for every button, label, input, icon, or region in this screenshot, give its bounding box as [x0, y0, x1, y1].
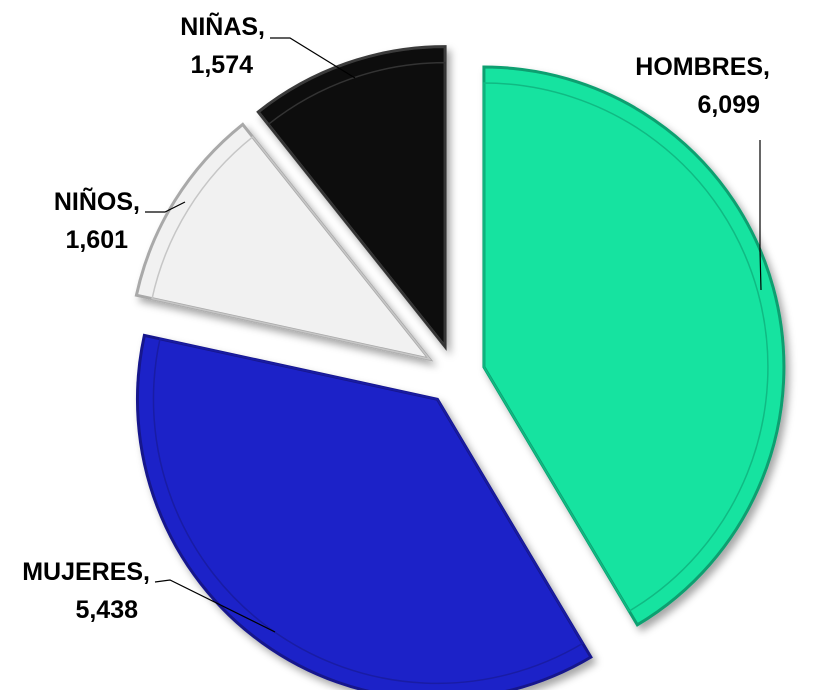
slice-label-value-ninos: 1,601	[65, 226, 128, 254]
pie-slice-ninos	[134, 122, 434, 362]
slice-label-value-mujeres: 5,438	[75, 596, 138, 624]
slice-labels: HOMBRES, 6,099 MUJERES, 5,438 NIÑOS, 1,601 NIÑ…	[22, 11, 770, 624]
pie-slice-hombres	[482, 65, 786, 627]
leader-line-ninos	[145, 201, 186, 213]
pie-slice-ninas	[256, 45, 447, 351]
leader-lines	[145, 37, 762, 633]
slice-label-value-ninas: 1,574	[190, 51, 253, 79]
pie-slice-bevel-hombres	[483, 82, 769, 613]
slice-label-value-hombres: 6,099	[697, 91, 760, 119]
slice-label-name-ninos: NIÑOS,	[54, 186, 140, 216]
pie-slice-bevel-ninos	[151, 135, 432, 361]
leader-line-mujeres	[154, 579, 276, 633]
pie-slice-bevel-ninas	[267, 61, 446, 349]
slice-label-name-hombres: HOMBRES,	[635, 53, 770, 81]
slice-label-name-mujeres: MUJERES,	[22, 558, 150, 586]
pie-slice-mujeres	[136, 333, 593, 690]
pie-slices	[134, 45, 786, 690]
leader-line-ninas	[270, 37, 356, 79]
leader-line-hombres	[759, 140, 762, 291]
slice-label-name-ninas: NIÑAS,	[180, 11, 265, 41]
